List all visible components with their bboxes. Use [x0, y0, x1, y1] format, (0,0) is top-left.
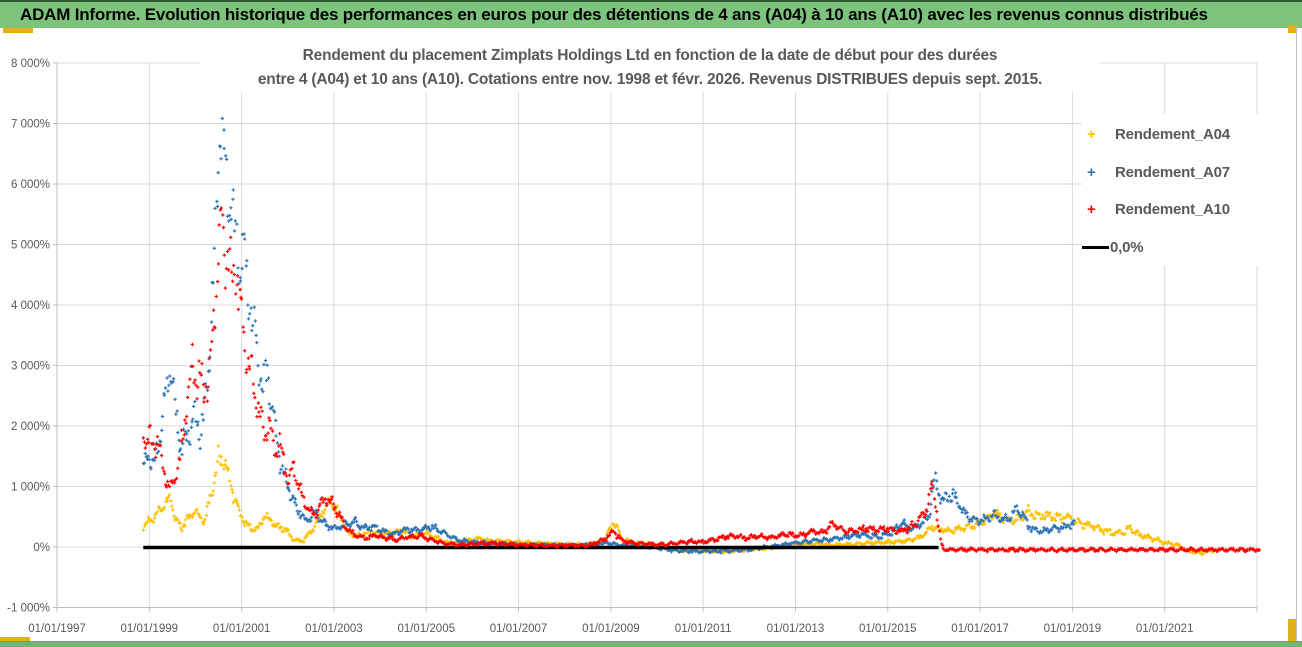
chart-legend: + Rendement_A04 + Rendement_A07 + Rendem…	[1082, 114, 1260, 266]
legend-item-rendement-a10[interactable]: + Rendement_A10	[1082, 191, 1260, 229]
y-tick-label: 2 000%	[11, 421, 50, 433]
plot-area	[141, 116, 1262, 557]
x-tick-label: 01/01/2009	[582, 623, 640, 635]
legend-item-rendement-a07[interactable]: + Rendement_A07	[1082, 154, 1260, 192]
plus-marker-icon: +	[1087, 201, 1096, 219]
legend-label: 0,0%	[1110, 238, 1144, 256]
x-tick-label: 01/01/2015	[859, 623, 917, 635]
y-axis-labels: 8 000% 7 000% 6 000% 5 000% 4 000% 3 000% 2 00…	[7, 58, 50, 615]
series-Rendement_A10[interactable]	[141, 206, 1262, 554]
x-tick-label: 01/01/2007	[490, 623, 548, 635]
y-tick-label: 1 000%	[11, 482, 50, 494]
x-tick-label: 01/01/1999	[121, 623, 179, 635]
y-tick-label: 4 000%	[11, 300, 50, 312]
header-title: ADAM Informe. Evolution historique des p…	[20, 5, 1208, 24]
chart-title-line1: Rendement du placement Zimplats Holdings…	[302, 47, 998, 64]
x-tick-label: 01/01/2003	[305, 623, 363, 635]
window-right-border	[1296, 28, 1297, 641]
axes	[53, 62, 1258, 612]
y-tick-label: 6 000%	[11, 179, 50, 191]
x-tick-label: 01/01/2017	[951, 623, 1009, 635]
y-tick-label: 8 000%	[11, 58, 50, 70]
y-tick-label: 5 000%	[11, 240, 50, 252]
x-tick-label: 01/01/2021	[1136, 623, 1194, 635]
series-Rendement_A04[interactable]	[141, 444, 1217, 557]
x-tick-label: 01/01/2011	[675, 623, 732, 635]
gridlines	[56, 62, 1258, 608]
series-Rendement_A07[interactable]	[141, 116, 1076, 555]
gold-accent-bottom-left	[0, 637, 30, 641]
gold-accent-bottom-right	[1288, 619, 1297, 645]
y-tick-label: 7 000%	[11, 119, 50, 131]
y-tick-label: 3 000%	[11, 361, 50, 373]
legend-item-rendement-a04[interactable]: + Rendement_A04	[1082, 116, 1260, 154]
plus-marker-icon: +	[1087, 126, 1096, 144]
x-tick-label: 01/01/2013	[767, 623, 825, 635]
legend-label: Rendement_A07	[1115, 163, 1230, 181]
y-tick-label: -1 000%	[7, 603, 50, 615]
header-bar: ADAM Informe. Evolution historique des p…	[0, 0, 1302, 28]
x-axis-labels: 01/01/1997 01/01/1999 01/01/2001 01/01/2003…	[28, 623, 1193, 635]
y-tick-label: 0%	[33, 542, 50, 554]
x-tick-label: 01/01/2001	[213, 623, 271, 635]
gold-accent-top-right	[1288, 25, 1297, 33]
plus-marker-icon: +	[1087, 163, 1096, 181]
legend-label: Rendement_A04	[1115, 126, 1230, 144]
zero-line-swatch	[1082, 245, 1109, 249]
gold-accent-top-left	[3, 28, 33, 33]
chart-title-line2: entre 4 (A04) et 10 ans (A10). Cotations…	[257, 71, 1043, 88]
x-tick-label: 01/01/1997	[28, 623, 86, 635]
legend-label: Rendement_A10	[1115, 201, 1230, 219]
legend-item-zero-line[interactable]: 0,0%	[1082, 229, 1260, 267]
x-tick-label: 01/01/2005	[397, 623, 455, 635]
x-tick-label: 01/01/2019	[1044, 623, 1102, 635]
chart-title: Rendement du placement Zimplats Holdings…	[200, 44, 1100, 92]
bottom-bar	[0, 641, 1302, 647]
